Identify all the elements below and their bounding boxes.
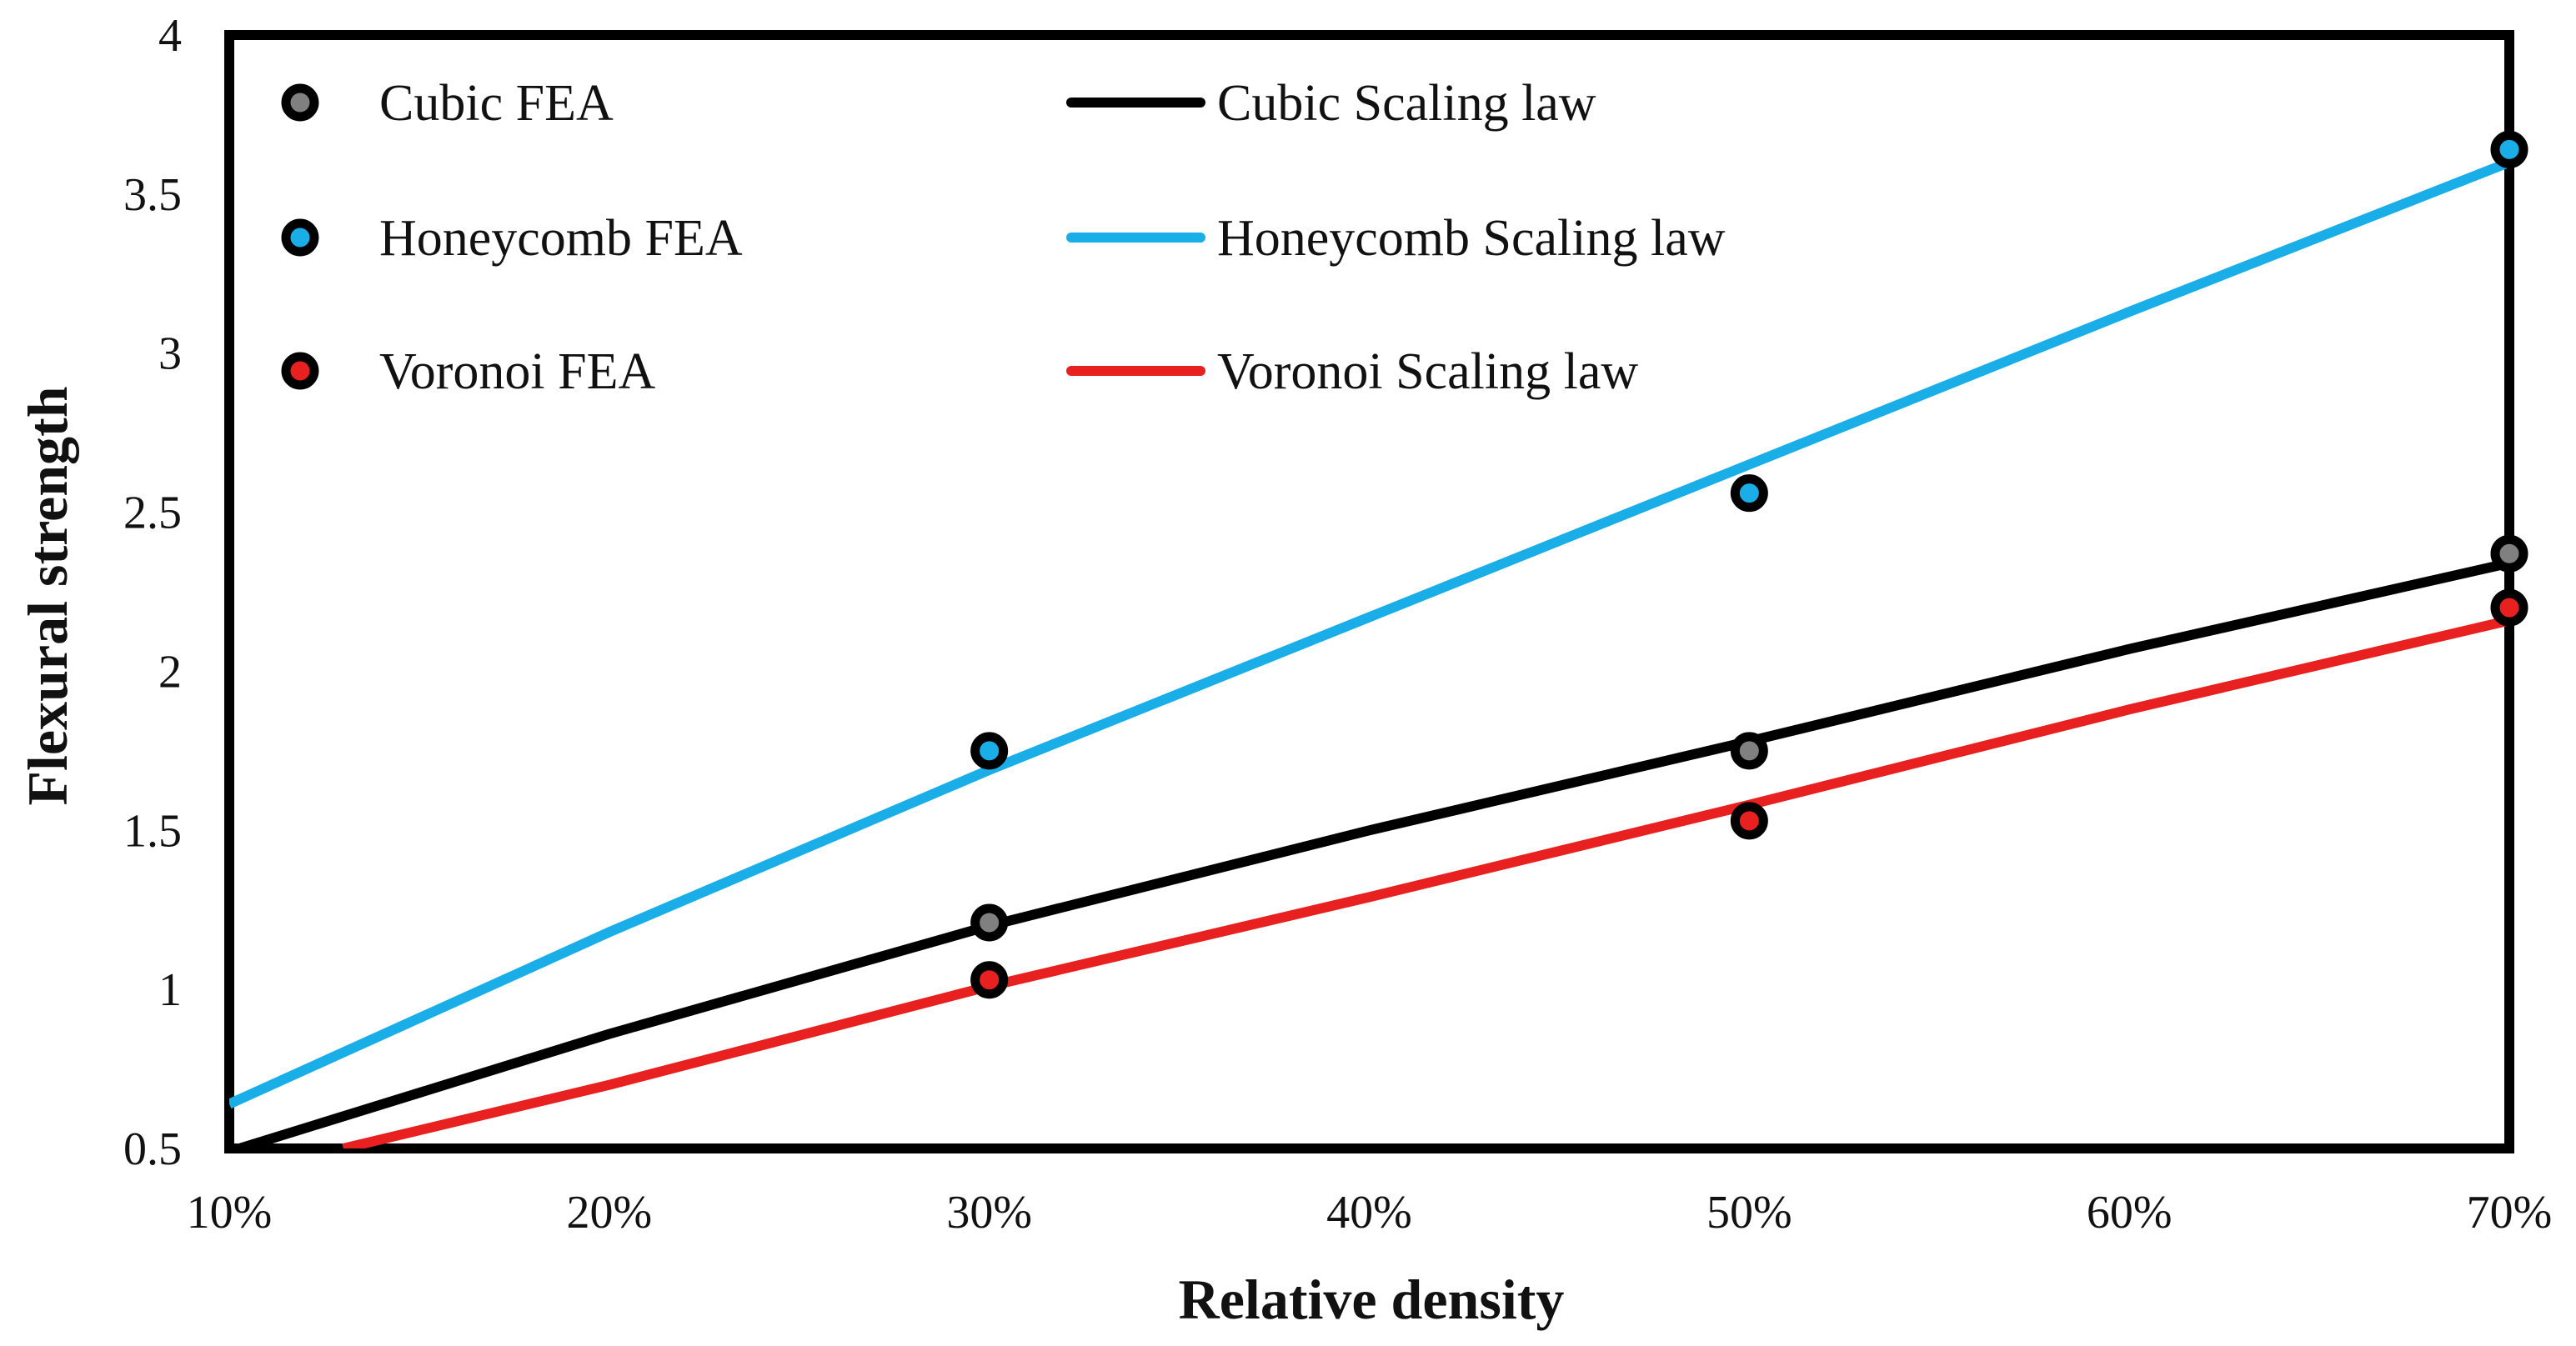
y-tick-label: 1.5 [123,805,182,857]
axis-ticks: 10% 20% 30% 40% 50% 60% 70% 0.5 1 1.5 2 2.5 3 3.5 4 [123,10,2552,1238]
x-tick-label: 40% [1326,1187,1412,1238]
point-honeycomb-fea [1730,474,1768,513]
legend-marker-voronoi-fea [281,352,319,390]
x-tick-label: 20% [567,1187,653,1238]
scaling-law-lines [229,158,2509,1148]
point-honeycomb-fea [970,732,1009,770]
y-tick-label: 3.5 [123,169,182,221]
y-tick-label: 2 [158,646,182,698]
legend-label: Voronoi Scaling law [1217,343,1638,400]
x-tick-label: 70% [2467,1187,2553,1238]
legend: Cubic FEA Honeycomb FEA Voronoi FEA Cubic S… [281,75,1726,400]
y-axis-title: Flexural strength [16,386,79,805]
x-tick-label: 30% [946,1187,1032,1238]
legend-label: Cubic FEA [379,75,614,132]
x-tick-label: 50% [1706,1187,1792,1238]
legend-label: Voronoi FEA [379,343,656,400]
plot-area-frame [224,30,2514,1153]
legend-label: Honeycomb FEA [379,210,743,267]
x-tick-label: 10% [187,1187,273,1238]
y-tick-label: 1 [158,964,182,1016]
fea-points [970,130,2528,999]
point-cubic-fea [970,903,1009,942]
x-tick-label: 60% [2087,1187,2173,1238]
legend-marker-cubic-fea [281,83,319,122]
line-cubic-scaling-law [229,558,2509,1148]
point-voronoi-fea [2490,588,2528,627]
y-tick-label: 0.5 [123,1123,182,1175]
y-tick-label: 4 [158,10,182,62]
x-axis-title: Relative density [1179,1268,1565,1331]
line-honeycomb-scaling-law [229,158,2509,1109]
legend-label: Honeycomb Scaling law [1217,210,1726,267]
point-voronoi-fea [1730,802,1768,840]
y-tick-label: 2.5 [123,488,182,539]
point-honeycomb-fea [2490,130,2528,168]
point-voronoi-fea [970,961,1009,999]
point-cubic-fea [1730,732,1768,770]
line-voronoi-scaling-law [342,615,2509,1148]
legend-label: Cubic Scaling law [1217,75,1596,132]
y-tick-label: 3 [158,328,182,380]
point-cubic-fea [2490,534,2528,573]
legend-marker-honeycomb-fea [281,218,319,257]
